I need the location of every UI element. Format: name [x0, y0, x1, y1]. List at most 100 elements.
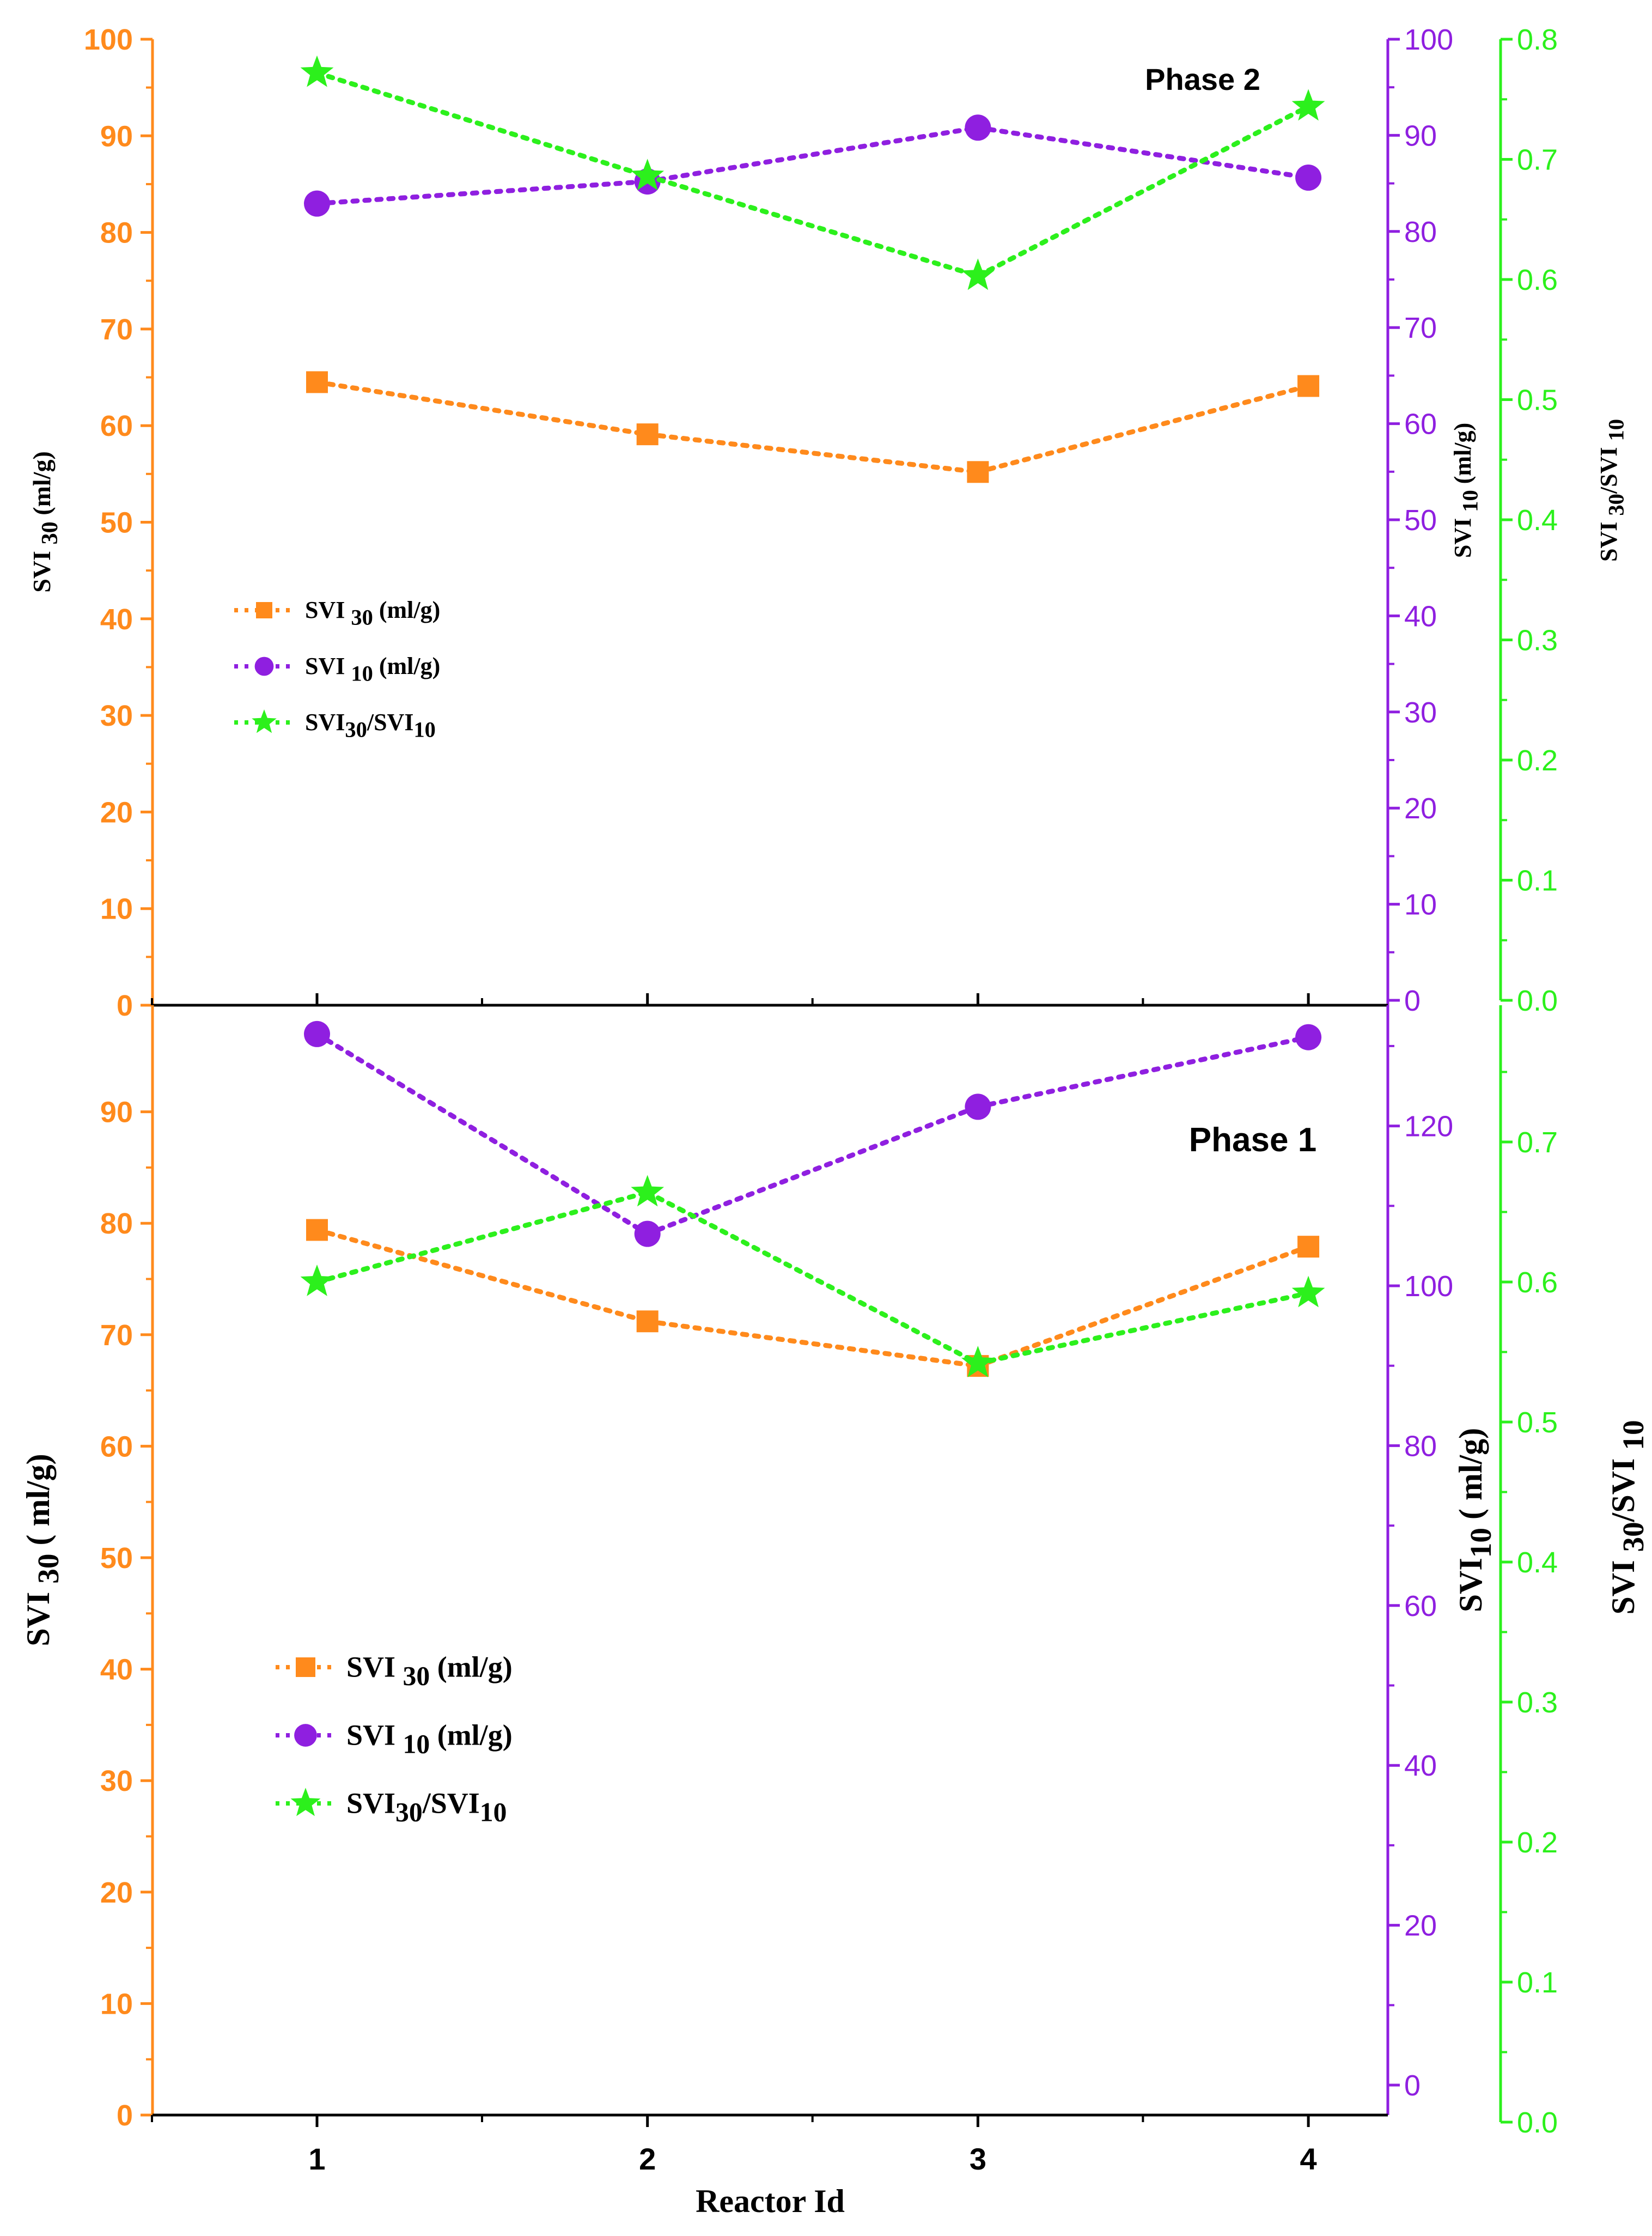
phase2-left-axis-title: SVI 30 (ml/g): [28, 451, 63, 593]
phase2-legend-label-part: SVI: [305, 597, 351, 623]
phase1-left-tick-label: 0: [117, 2099, 133, 2132]
phase2-left-tick-label: 80: [100, 217, 133, 250]
phase1-square-series-segment: [645, 1318, 980, 1369]
phase1-right2-tick-label: 0.3: [1517, 1686, 1558, 1719]
phase1-left-tick-label: 50: [100, 1542, 133, 1575]
phase2-title: Phase 2: [1145, 62, 1260, 96]
phase2-left-tick-label: 100: [84, 23, 133, 56]
phase2-right1-tick-label: 90: [1404, 119, 1437, 152]
phase1-circle-series-segment: [645, 1104, 980, 1237]
x-axis-title: Reactor Id: [696, 2183, 845, 2219]
phase2-right2-tick-label: 0.1: [1517, 865, 1558, 897]
phase1-left-axis-title-part: 30: [32, 1554, 65, 1584]
phase1-right1-tick-label: 100: [1404, 1270, 1453, 1303]
phase1-right1-tick-label: 60: [1404, 1590, 1437, 1623]
phase2-star-series-segment: [314, 70, 650, 179]
phase2-panel: 0 10 20 30 40 50 60 70 80 90 100 0 10 20 30 40 50 60 70 80 9…: [28, 23, 1628, 1022]
phase1-left-tick-label: 60: [100, 1430, 133, 1463]
phase2-left-axis-title-part: SVI: [28, 545, 56, 593]
phase1-left-tick-label: 20: [100, 1876, 133, 1909]
phase2-star-point: [1291, 89, 1325, 121]
phase1-panel: 0 10 20 30 40 50 60 70 80 90 0 20 40 60 80 100 120 0.0 0.1…: [20, 1005, 1650, 2219]
phase1-legend-label-part: 30: [403, 1661, 430, 1691]
phase1-circle-point: [965, 1093, 991, 1120]
phase2-left-tick-label: 40: [100, 603, 133, 636]
phase1-star-point: [631, 1175, 665, 1207]
phase2-right2-axis-title-part: 30: [1604, 494, 1628, 515]
phase1-legend-label-part: 10: [403, 1729, 430, 1759]
phase2-right2-axis-title-part: 10: [1604, 419, 1628, 441]
phase2-right2-tick-label: 0.0: [1517, 985, 1558, 1017]
phase1-legend-label-part: SVI: [346, 1718, 403, 1751]
phase2-right2-tick-label: 0.2: [1517, 744, 1558, 777]
phase2-left-axis-title-part: 30: [37, 521, 63, 544]
phase2-legend-label-part: (ml/g): [373, 653, 440, 679]
phase1-legend-label: SVI30/SVI10: [346, 1787, 507, 1827]
phase1-legend-label-part: SVI: [346, 1787, 395, 1819]
phase2-legend-label-part: SVI: [305, 653, 351, 679]
phase1-right1-axis-title: SVI10 ( ml/g): [1453, 1428, 1497, 1613]
phase2-legend-marker: [252, 709, 277, 733]
phase1-right2-axis-title-part: SVI: [1605, 1552, 1641, 1615]
phase2-circle-series-segment: [314, 179, 650, 206]
phase1-right1-tick-label: 120: [1404, 1110, 1453, 1143]
phase1-star-series-segment: [314, 1190, 650, 1285]
x-tick-label: 2: [639, 2142, 656, 2176]
phase1-left-tick-label: 70: [100, 1319, 133, 1352]
phase1-star-point: [300, 1265, 334, 1296]
phase1-right2-tick-label: 0.6: [1517, 1266, 1558, 1299]
phase2-right2-axis-title-part: SVI: [1595, 516, 1622, 562]
phase2-legend-marker: [254, 657, 274, 676]
phase2-right2-tick-label: 0.7: [1517, 144, 1558, 177]
phase1-right1-axis-title-part: 10: [1464, 1528, 1497, 1558]
phase1-legend-label-part: (ml/g): [430, 1718, 512, 1751]
phase1-right2-axis-title: SVI 30/SVI 10: [1605, 1420, 1650, 1614]
phase1-left-axis-title: SVI 30 ( ml/g): [20, 1454, 65, 1646]
phase2-star-series-segment: [975, 104, 1311, 278]
phase2-right2-tick-label: 0.4: [1517, 504, 1558, 537]
phase1-circle-point: [634, 1220, 661, 1247]
phase2-right1-tick-label: 50: [1404, 504, 1437, 537]
phase1-left-tick-label: 40: [100, 1654, 133, 1686]
phase2-right2-axis-title-part: /SVI: [1595, 441, 1622, 495]
phase1-left-tick-label: 90: [100, 1096, 133, 1129]
phase2-legend-label: SVI30/SVI10: [305, 709, 436, 742]
phase1-legend-label: SVI 10 (ml/g): [346, 1718, 513, 1759]
phase1-circle-series-segment: [975, 1035, 1311, 1109]
phase1-right1-tick-label: 0: [1404, 2069, 1421, 2102]
phase1-star-series-segment: [645, 1190, 980, 1366]
phase1-square-series-segment: [314, 1227, 650, 1324]
phase1-legend-label-part: (ml/g): [430, 1650, 512, 1683]
phase2-legend-label-part: 10: [413, 717, 435, 742]
phase2-right1-tick-label: 20: [1404, 792, 1437, 825]
phase2-right2-axis-title: SVI 30/SVI 10: [1595, 419, 1628, 562]
phase2-right1-axis-title-part: (ml/g): [1449, 423, 1476, 490]
phase2-left-tick-label: 10: [100, 893, 133, 926]
phase2-star-point: [300, 55, 334, 87]
phase2-right1-tick-label: 10: [1404, 889, 1437, 921]
phase1-left-tick-label: 80: [100, 1207, 133, 1240]
phase1-legend-label-part: 30: [395, 1797, 423, 1827]
phase2-legend-label-part: 30: [345, 717, 367, 742]
phase2-square-point: [967, 461, 989, 483]
phase2-square-series-segment: [314, 379, 650, 437]
phase2-right1-axis-title-part: SVI: [1449, 512, 1476, 558]
phase2-right1-axis-title-part: 10: [1458, 490, 1482, 512]
phase1-right1-tick-label: 20: [1404, 1910, 1437, 1942]
phase1-legend-label-part: /SVI: [422, 1787, 480, 1819]
phase2-circle-point: [965, 114, 991, 141]
phase1-square-series-segment: [975, 1244, 1311, 1369]
phase2-left-tick-label: 30: [100, 700, 133, 732]
phase1-right2-axis-title-part: 10: [1617, 1420, 1650, 1450]
phase1-right2-axis-title-part: 30: [1617, 1522, 1650, 1552]
phase2-left-tick-label: 70: [100, 313, 133, 346]
phase1-right2-tick-label: 0.2: [1517, 1826, 1558, 1859]
phase2-right1-tick-label: 100: [1404, 23, 1453, 56]
phase2-legend-label-part: 30: [351, 605, 373, 629]
phase2-legend-label-part: (ml/g): [373, 597, 440, 623]
phase2-star-series-segment: [645, 173, 980, 278]
phase1-right2-tick-label: 0.7: [1517, 1126, 1558, 1159]
phase2-left-tick-label: 90: [100, 120, 133, 153]
phase1-circle-point: [1295, 1024, 1322, 1050]
